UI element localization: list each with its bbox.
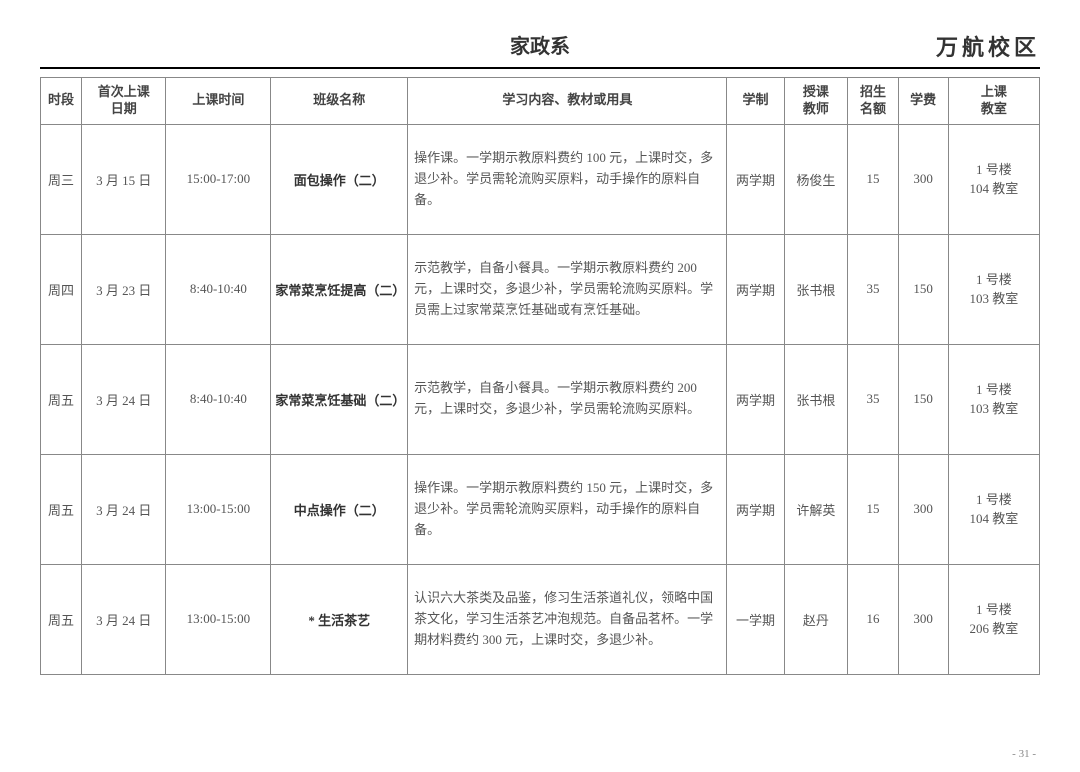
cell-date: 3 月 24 日 — [82, 344, 166, 454]
col-term: 学制 — [727, 78, 784, 125]
cell-room: 1 号楼 103 教室 — [948, 234, 1039, 344]
cell-term: 两学期 — [727, 124, 784, 234]
cell-time: 8:40-10:40 — [166, 344, 271, 454]
cell-date: 3 月 15 日 — [82, 124, 166, 234]
cell-teacher: 张书根 — [784, 344, 848, 454]
cell-quota: 15 — [848, 454, 898, 564]
table-row: 周五 3 月 24 日 13:00-15:00 中点操作（二） 操作课。一学期示… — [41, 454, 1040, 564]
campus-name: 万航校区 — [936, 30, 1040, 62]
cell-day: 周三 — [41, 124, 82, 234]
cell-room: 1 号楼 103 教室 — [948, 344, 1039, 454]
header-rule — [40, 67, 1040, 69]
cell-content: 示范教学，自备小餐具。一学期示教原料费约 200 元，上课时交，多退少补，学员需… — [408, 234, 727, 344]
col-class: 班级名称 — [271, 78, 408, 125]
cell-class: 家常菜烹饪基础（二） — [271, 344, 408, 454]
cell-class: 家常菜烹饪提高（二） — [271, 234, 408, 344]
cell-quota: 35 — [848, 234, 898, 344]
col-date: 首次上课 日期 — [82, 78, 166, 125]
col-day: 时段 — [41, 78, 82, 125]
cell-time: 13:00-15:00 — [166, 564, 271, 674]
cell-time: 8:40-10:40 — [166, 234, 271, 344]
cell-room: 1 号楼 206 教室 — [948, 564, 1039, 674]
cell-time: 13:00-15:00 — [166, 454, 271, 564]
cell-teacher: 许解英 — [784, 454, 848, 564]
cell-teacher: 赵丹 — [784, 564, 848, 674]
cell-content: 示范教学，自备小餐具。一学期示教原料费约 200 元，上课时交，多退少补，学员需… — [408, 344, 727, 454]
col-fee: 学费 — [898, 78, 948, 125]
cell-fee: 150 — [898, 234, 948, 344]
cell-class: 面包操作（二） — [271, 124, 408, 234]
table-row: 周五 3 月 24 日 13:00-15:00 * 生活茶艺 认识六大茶类及品鉴… — [41, 564, 1040, 674]
cell-day: 周五 — [41, 454, 82, 564]
col-time: 上课时间 — [166, 78, 271, 125]
cell-date: 3 月 24 日 — [82, 454, 166, 564]
cell-room: 1 号楼 104 教室 — [948, 454, 1039, 564]
cell-content: 认识六大茶类及品鉴，修习生活茶道礼仪，领略中国茶文化，学习生活茶艺冲泡规范。自备… — [408, 564, 727, 674]
cell-fee: 300 — [898, 564, 948, 674]
cell-term: 两学期 — [727, 234, 784, 344]
page-number: - 31 - — [1012, 748, 1036, 760]
col-room: 上课 教室 — [948, 78, 1039, 125]
cell-teacher: 张书根 — [784, 234, 848, 344]
page-header: 家政系 万航校区 — [40, 30, 1040, 59]
cell-class: * 生活茶艺 — [271, 564, 408, 674]
cell-time: 15:00-17:00 — [166, 124, 271, 234]
col-teacher: 授课 教师 — [784, 78, 848, 125]
cell-content: 操作课。一学期示教原料费约 100 元，上课时交，多退少补。学员需轮流购买原料，… — [408, 124, 727, 234]
cell-fee: 300 — [898, 454, 948, 564]
cell-teacher: 杨俊生 — [784, 124, 848, 234]
cell-term: 两学期 — [727, 344, 784, 454]
col-content: 学习内容、教材或用具 — [408, 78, 727, 125]
cell-term: 两学期 — [727, 454, 784, 564]
cell-quota: 35 — [848, 344, 898, 454]
cell-day: 周五 — [41, 564, 82, 674]
table-header-row: 时段 首次上课 日期 上课时间 班级名称 学习内容、教材或用具 学制 授课 教师… — [41, 78, 1040, 125]
cell-class: 中点操作（二） — [271, 454, 408, 564]
cell-fee: 150 — [898, 344, 948, 454]
table-row: 周四 3 月 23 日 8:40-10:40 家常菜烹饪提高（二） 示范教学，自… — [41, 234, 1040, 344]
schedule-table: 时段 首次上课 日期 上课时间 班级名称 学习内容、教材或用具 学制 授课 教师… — [40, 77, 1040, 675]
cell-day: 周五 — [41, 344, 82, 454]
cell-content: 操作课。一学期示教原料费约 150 元，上课时交，多退少补。学员需轮流购买原料，… — [408, 454, 727, 564]
table-row: 周五 3 月 24 日 8:40-10:40 家常菜烹饪基础（二） 示范教学，自… — [41, 344, 1040, 454]
cell-day: 周四 — [41, 234, 82, 344]
cell-quota: 16 — [848, 564, 898, 674]
cell-term: 一学期 — [727, 564, 784, 674]
cell-quota: 15 — [848, 124, 898, 234]
col-quota: 招生 名额 — [848, 78, 898, 125]
table-row: 周三 3 月 15 日 15:00-17:00 面包操作（二） 操作课。一学期示… — [41, 124, 1040, 234]
cell-fee: 300 — [898, 124, 948, 234]
cell-date: 3 月 23 日 — [82, 234, 166, 344]
cell-date: 3 月 24 日 — [82, 564, 166, 674]
cell-room: 1 号楼 104 教室 — [948, 124, 1039, 234]
department-title: 家政系 — [510, 30, 570, 59]
